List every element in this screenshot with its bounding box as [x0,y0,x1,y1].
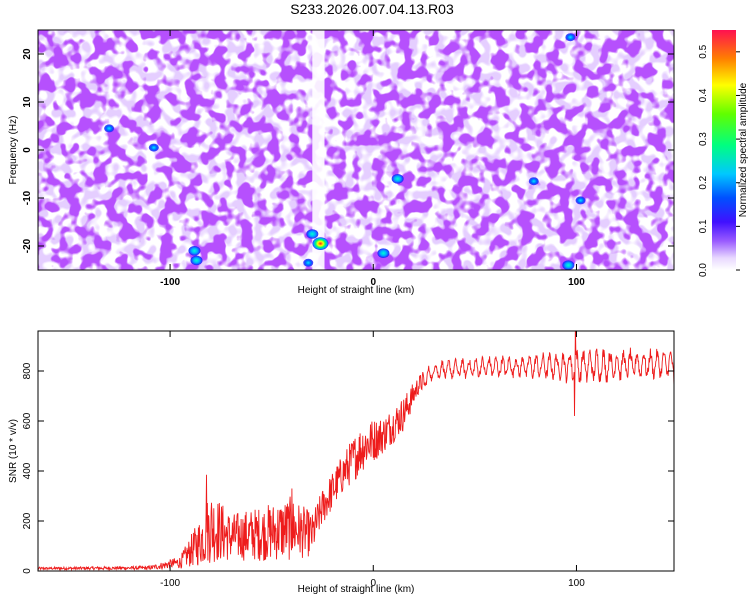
spectrogram-x-tick-label: 0 [370,277,376,288]
colorbar-gradient [712,30,736,270]
spectrogram-y-tick-label: 20 [22,48,33,60]
spectrogram-hotspot [391,174,404,184]
snr-x-tick-label: 100 [568,578,585,589]
spectrogram-x-tick-label: 100 [568,277,585,288]
spectrogram-y-tick-label: 0 [22,147,33,153]
spectrogram-y-tick-label: -10 [22,190,33,205]
colorbar-tick-label: 0.3 [698,132,709,146]
spectrogram-hotspot [575,196,586,205]
snr-frame [37,330,675,572]
spectrogram-x-label: Height of straight line (km) [298,285,415,296]
colorbar-tick-label: 0.1 [698,219,709,233]
snr-x-tick-label: -100 [160,578,180,589]
snr-y-tick-label: 200 [22,512,33,529]
spectrogram-hotspot [104,124,115,133]
low-amplitude-band [312,30,325,270]
colorbar-tick-label: 0.4 [698,88,709,102]
spectrogram-hotspot [528,177,539,186]
spectrogram-hotspot [303,258,314,267]
spectrogram-hotspot [148,143,159,152]
colorbar-label: Normalized spectral amplitude [738,82,749,217]
snr-y-tick-label: 400 [22,462,33,479]
colorbar-tick-label: 0.5 [698,44,709,58]
spectrogram-hotspot [377,248,390,258]
spectrogram-hotspot [306,229,319,239]
spectrogram-hotspot [312,237,329,251]
snr-x-label: Height of straight line (km) [298,584,415,595]
spectrogram-y-tick-label: -20 [22,238,33,253]
snr-y-tick-label: 0 [22,568,33,574]
spectrogram-hotspot [562,260,575,270]
spectrogram-hotspot [565,33,576,42]
snr-x-tick-label: 0 [370,578,376,589]
colorbar-tick-label: 0.0 [698,263,709,277]
snr-series-line [38,331,674,571]
snr-y-tick-label: 600 [22,412,33,429]
snr-panel: -100 0 100 0 200 400 600 800 Height of straight… [8,330,675,595]
colorbar: 0.0 0.1 0.2 0.3 0.4 0.5 Normalized spectral a… [698,30,749,277]
spectrogram-hotspot [188,246,201,256]
spectrogram-hotspot [190,255,203,266]
spectrogram-y-tick-label: 10 [22,96,33,108]
spectrogram-purple-texture [38,30,674,270]
colorbar-tick-label: 0.2 [698,175,709,189]
spectrogram-x-tick-label: -100 [160,277,180,288]
spectrogram-y-label: Frequency (Hz) [8,116,19,185]
figure-title: S233.2026.007.04.13.R03 [290,1,454,17]
snr-y-tick-label: 800 [22,362,33,379]
snr-y-label: SNR (10 * v/v) [8,419,19,483]
